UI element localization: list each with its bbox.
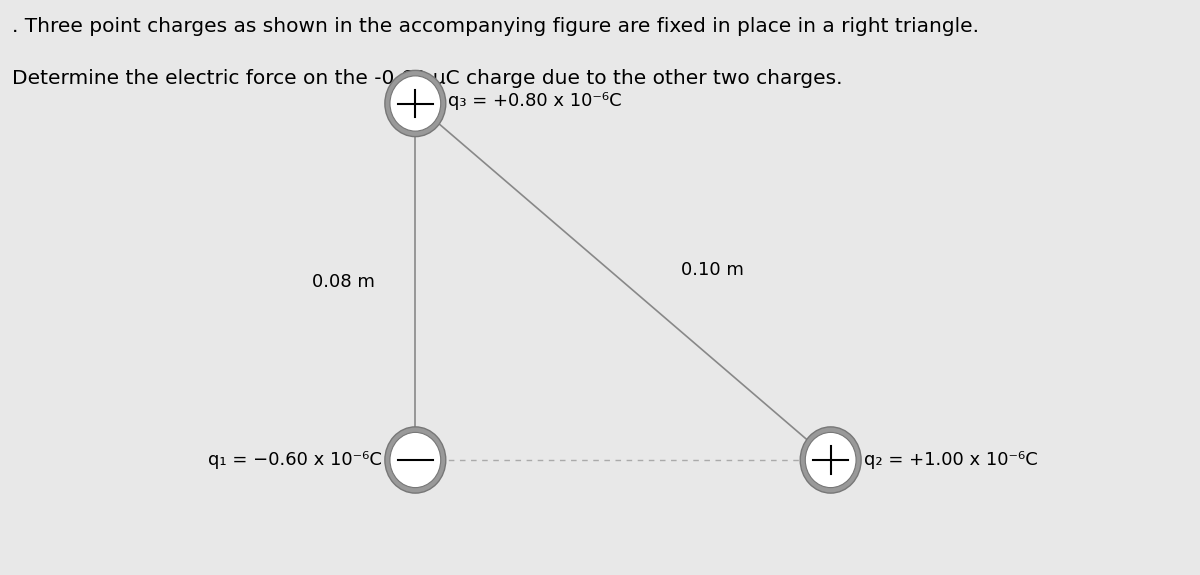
Text: . Three point charges as shown in the accompanying figure are fixed in place in : . Three point charges as shown in the ac… <box>12 17 978 36</box>
Text: q₂ = +1.00 x 10⁻⁶C: q₂ = +1.00 x 10⁻⁶C <box>864 451 1038 469</box>
Text: q₃ = +0.80 x 10⁻⁶C: q₃ = +0.80 x 10⁻⁶C <box>449 91 622 110</box>
Text: 0.10 m: 0.10 m <box>680 261 744 279</box>
Ellipse shape <box>805 432 856 488</box>
Text: Determine the electric force on the -0.60 μC charge due to the other two charges: Determine the electric force on the -0.6… <box>12 69 842 88</box>
Ellipse shape <box>385 70 445 137</box>
Text: 0.08 m: 0.08 m <box>312 273 374 291</box>
Ellipse shape <box>390 432 440 488</box>
Text: q₁ = −0.60 x 10⁻⁶C: q₁ = −0.60 x 10⁻⁶C <box>209 451 383 469</box>
Ellipse shape <box>385 427 445 493</box>
Ellipse shape <box>390 76 440 131</box>
Ellipse shape <box>800 427 862 493</box>
